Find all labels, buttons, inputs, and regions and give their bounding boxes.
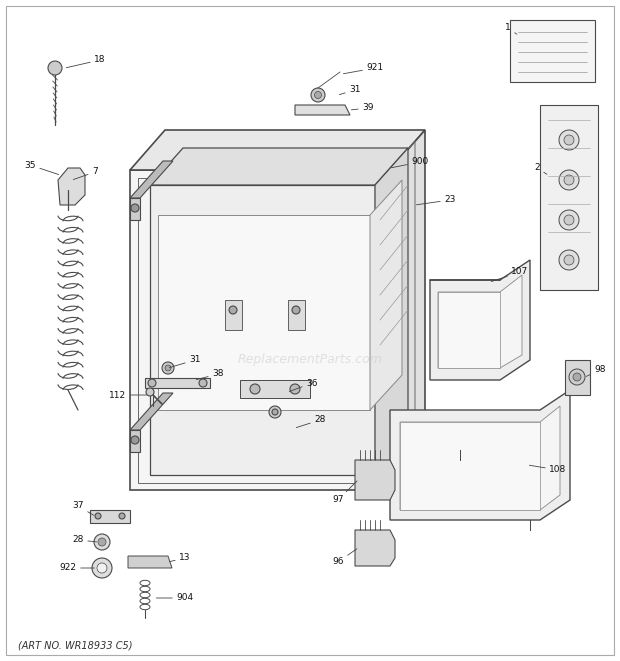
Text: 108: 108 bbox=[529, 465, 567, 475]
Text: 39: 39 bbox=[352, 104, 374, 112]
Polygon shape bbox=[130, 130, 425, 170]
Circle shape bbox=[94, 534, 110, 550]
Text: 28: 28 bbox=[73, 535, 97, 545]
Text: 13: 13 bbox=[169, 553, 191, 563]
Circle shape bbox=[290, 384, 300, 394]
Circle shape bbox=[165, 365, 171, 371]
Circle shape bbox=[98, 538, 106, 546]
Polygon shape bbox=[390, 390, 570, 520]
Circle shape bbox=[119, 513, 125, 519]
Polygon shape bbox=[430, 260, 530, 380]
Polygon shape bbox=[565, 360, 590, 395]
Circle shape bbox=[311, 88, 325, 102]
Polygon shape bbox=[130, 393, 173, 430]
Circle shape bbox=[229, 306, 237, 314]
Polygon shape bbox=[58, 168, 85, 205]
Text: 107: 107 bbox=[491, 268, 529, 282]
Text: 37: 37 bbox=[73, 502, 94, 516]
Text: 904: 904 bbox=[156, 594, 193, 602]
Circle shape bbox=[92, 558, 112, 578]
Circle shape bbox=[272, 409, 278, 415]
Circle shape bbox=[314, 91, 322, 98]
Circle shape bbox=[564, 255, 574, 265]
Text: 900: 900 bbox=[391, 157, 428, 168]
Polygon shape bbox=[225, 300, 242, 330]
Polygon shape bbox=[240, 380, 310, 398]
Polygon shape bbox=[130, 198, 140, 220]
Text: 2: 2 bbox=[534, 163, 547, 175]
Circle shape bbox=[564, 175, 574, 185]
Polygon shape bbox=[150, 148, 408, 185]
Circle shape bbox=[131, 436, 139, 444]
Polygon shape bbox=[375, 148, 408, 475]
Text: 31: 31 bbox=[339, 85, 361, 95]
Text: 112: 112 bbox=[110, 391, 146, 399]
Polygon shape bbox=[438, 292, 500, 368]
Circle shape bbox=[250, 384, 260, 394]
Text: 18: 18 bbox=[66, 56, 106, 67]
Circle shape bbox=[559, 210, 579, 230]
Text: 921: 921 bbox=[343, 63, 384, 74]
Text: ReplacementParts.com: ReplacementParts.com bbox=[237, 354, 383, 366]
Polygon shape bbox=[400, 422, 540, 510]
Polygon shape bbox=[158, 215, 370, 410]
Circle shape bbox=[559, 250, 579, 270]
Circle shape bbox=[48, 61, 62, 75]
Polygon shape bbox=[510, 20, 595, 82]
Text: 1: 1 bbox=[505, 24, 517, 34]
Circle shape bbox=[292, 306, 300, 314]
Polygon shape bbox=[90, 510, 130, 523]
Text: 98: 98 bbox=[587, 366, 606, 376]
Circle shape bbox=[559, 170, 579, 190]
Polygon shape bbox=[150, 185, 375, 475]
Circle shape bbox=[199, 379, 207, 387]
Circle shape bbox=[131, 204, 139, 212]
Polygon shape bbox=[540, 105, 598, 290]
Polygon shape bbox=[390, 130, 425, 490]
Circle shape bbox=[573, 373, 581, 381]
Circle shape bbox=[569, 369, 585, 385]
Polygon shape bbox=[130, 161, 173, 198]
Text: 922: 922 bbox=[60, 563, 95, 572]
Text: 31: 31 bbox=[169, 356, 201, 368]
Circle shape bbox=[564, 215, 574, 225]
Text: 35: 35 bbox=[24, 161, 59, 175]
Circle shape bbox=[148, 379, 156, 387]
Circle shape bbox=[269, 406, 281, 418]
Polygon shape bbox=[355, 460, 395, 500]
Text: 36: 36 bbox=[290, 379, 317, 391]
Text: 28: 28 bbox=[296, 416, 326, 428]
Circle shape bbox=[95, 513, 101, 519]
Circle shape bbox=[146, 388, 154, 396]
Polygon shape bbox=[145, 378, 210, 388]
Polygon shape bbox=[400, 406, 560, 510]
Polygon shape bbox=[288, 300, 305, 330]
Circle shape bbox=[559, 130, 579, 150]
Text: 38: 38 bbox=[197, 369, 224, 379]
Polygon shape bbox=[295, 105, 350, 115]
Text: 23: 23 bbox=[417, 196, 456, 205]
Polygon shape bbox=[355, 530, 395, 566]
Polygon shape bbox=[130, 430, 140, 452]
Polygon shape bbox=[370, 180, 402, 410]
Circle shape bbox=[162, 362, 174, 374]
Polygon shape bbox=[438, 275, 522, 368]
Polygon shape bbox=[128, 556, 172, 568]
Text: 7: 7 bbox=[73, 167, 98, 180]
Circle shape bbox=[564, 135, 574, 145]
Text: 97: 97 bbox=[332, 481, 357, 504]
Circle shape bbox=[97, 563, 107, 573]
Text: (ART NO. WR18933 C5): (ART NO. WR18933 C5) bbox=[18, 640, 133, 650]
Polygon shape bbox=[130, 170, 390, 490]
Text: 96: 96 bbox=[332, 549, 357, 566]
